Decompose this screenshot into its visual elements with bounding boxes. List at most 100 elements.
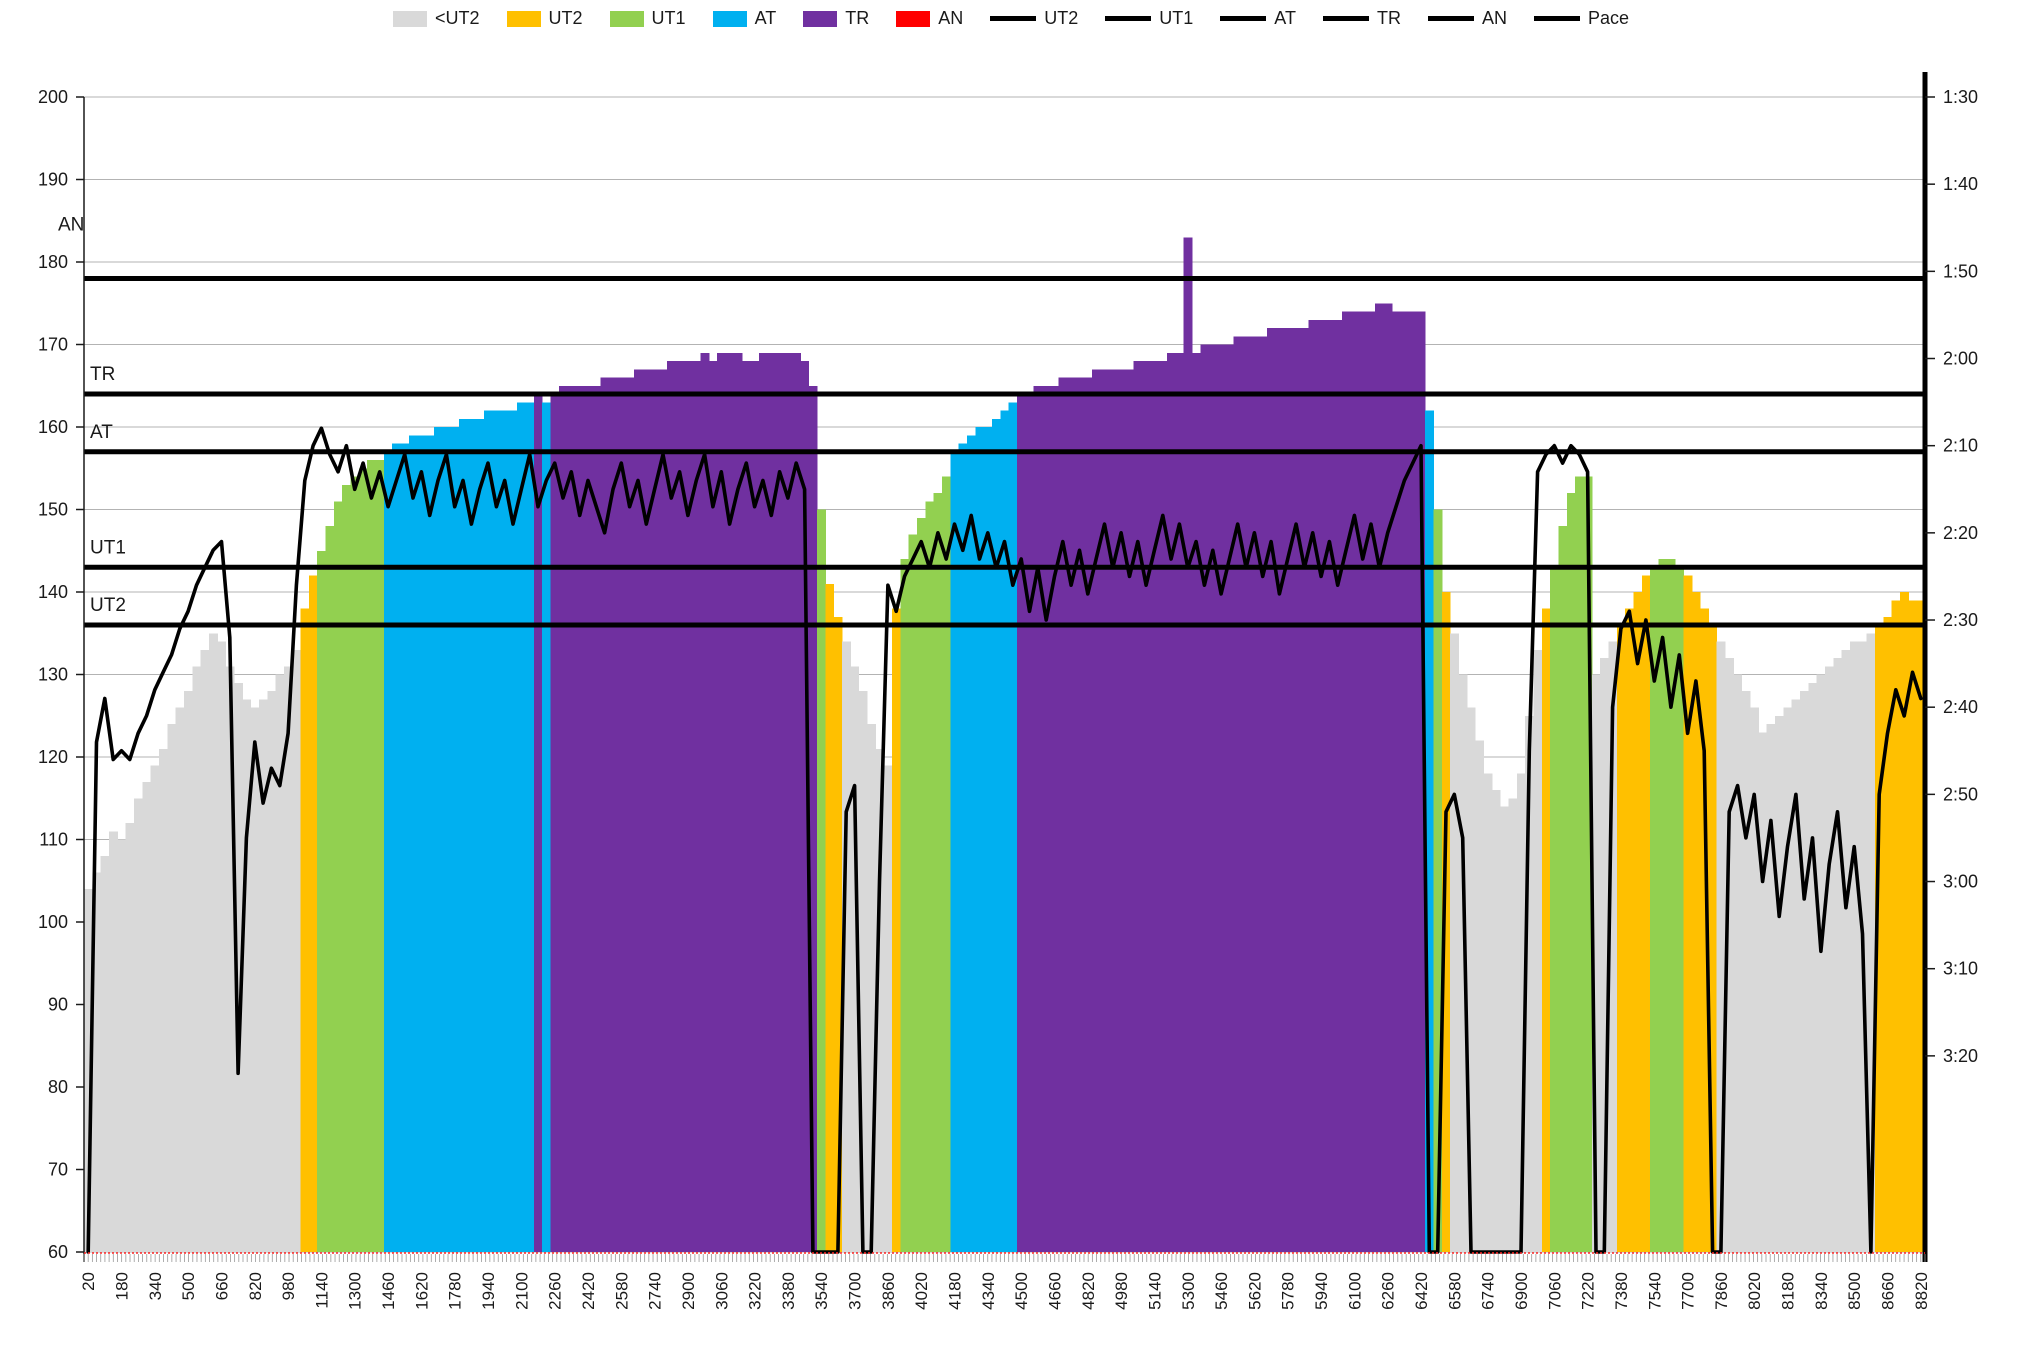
- x-axis-tick-label: 4660: [1046, 1272, 1065, 1310]
- x-axis-tick-label: 1620: [412, 1272, 431, 1310]
- x-axis-tick-label: 1780: [446, 1272, 465, 1310]
- x-axis-tick-label: 500: [179, 1272, 198, 1300]
- x-axis-tick-label: 6260: [1379, 1272, 1398, 1310]
- x-axis-tick-label: 6420: [1412, 1272, 1431, 1310]
- x-axis-tick-label: 7060: [1545, 1272, 1564, 1310]
- y-axis-right: 1:30 1:40 1:50 2:00 2:10 2:20 2:30 2:40 2:50 3:00…: [1922, 72, 1978, 1262]
- legend-label: UT1: [1159, 8, 1194, 28]
- left-axis-tick-label: 160: [38, 417, 68, 437]
- legend-line-pace-icon: [1533, 16, 1580, 21]
- legend-label: <UT2: [435, 8, 480, 28]
- left-axis-tick-label: 60: [48, 1242, 68, 1262]
- zone-line-label-tr: TR: [90, 364, 115, 385]
- x-axis-tick-label: 5940: [1312, 1272, 1331, 1310]
- x-axis-tick-label: 6900: [1512, 1272, 1531, 1310]
- zone-line-label-at: AT: [90, 422, 113, 443]
- legend-line-at-icon: [1220, 16, 1267, 21]
- legend-item-tr-area: TR: [803, 8, 869, 29]
- x-axis-tick-label: 7540: [1645, 1272, 1664, 1310]
- right-axis-tick-label: 2:00: [1943, 349, 1978, 369]
- x-axis-tick-label: 1300: [346, 1272, 365, 1310]
- right-axis-tick-label: 3:10: [1943, 959, 1978, 979]
- x-axis-tick-label: 2100: [512, 1272, 531, 1310]
- x-axis-tick-label: 660: [213, 1272, 232, 1300]
- legend-swatch-ut2-icon: [506, 10, 541, 27]
- legend-label: TR: [845, 8, 870, 28]
- y-axis-left: 200 190 180 170 160 150 140 130 120 110 100 90 80 70 6…: [38, 87, 85, 1262]
- x-axis-tick-label: 820: [246, 1272, 265, 1300]
- legend-swatch-below-ut2-icon: [393, 10, 427, 27]
- x-axis-tick-label: 6740: [1479, 1272, 1498, 1310]
- zone-threshold-lines: AN TR AT UT1 UT2: [58, 215, 1925, 628]
- legend-line-tr-icon: [1322, 16, 1369, 21]
- left-axis-tick-label: 110: [39, 830, 68, 850]
- right-axis-tick-label: 2:50: [1943, 784, 1978, 804]
- legend-line-an-icon: [1427, 16, 1474, 21]
- legend-item-ut1-area: UT1: [609, 8, 686, 29]
- zone-line-label-ut2: UT2: [90, 595, 126, 616]
- right-axis-tick-label: 3:20: [1943, 1046, 1978, 1066]
- left-axis-tick-label: 150: [38, 500, 68, 520]
- legend-label: UT1: [651, 8, 686, 28]
- left-axis-tick-label: 100: [38, 912, 68, 932]
- x-axis-tick-label: 4820: [1079, 1272, 1098, 1310]
- legend-swatch-an-icon: [896, 10, 931, 27]
- x-axis-tick-label: 340: [146, 1272, 165, 1300]
- x-axis-tick-label: 6100: [1345, 1272, 1364, 1310]
- x-axis-tick-label: 8820: [1912, 1272, 1931, 1310]
- x-axis-tick-label: 4180: [946, 1272, 965, 1310]
- x-axis-tick-label: 20: [79, 1272, 98, 1291]
- x-axis-tick-label: 3700: [846, 1272, 865, 1310]
- legend-swatch-ut1-icon: [609, 10, 644, 27]
- left-axis-tick-label: 130: [38, 665, 68, 685]
- legend-item-ut1-line: UT1: [1105, 8, 1193, 29]
- x-axis-tick-label: 1460: [379, 1272, 398, 1310]
- x-axis-tick-label: 8020: [1745, 1272, 1764, 1310]
- x-axis-tick-label: 2580: [612, 1272, 631, 1310]
- x-axis-tick-label: 3860: [879, 1272, 898, 1310]
- x-axis-tick-label: 5620: [1245, 1272, 1264, 1310]
- x-axis-tick-label: 1140: [312, 1272, 331, 1309]
- x-axis-tick-label: 2420: [579, 1272, 598, 1310]
- left-axis-tick-label: 190: [38, 170, 68, 190]
- legend-item-at-area: AT: [712, 8, 777, 29]
- x-axis-tick-label: 4340: [979, 1272, 998, 1310]
- legend-item-below-ut2: <UT2: [393, 8, 480, 29]
- x-axis-tick-label: 6580: [1445, 1272, 1464, 1310]
- x-axis-tick-label: 5300: [1179, 1272, 1198, 1310]
- right-axis-tick-label: 1:30: [1943, 87, 1978, 107]
- right-axis-tick-label: 2:40: [1943, 697, 1978, 717]
- x-axis-tick-label: 3060: [712, 1272, 731, 1310]
- hr-zone-bars: [84, 237, 1926, 1252]
- legend-item-pace-line: Pace: [1533, 8, 1629, 29]
- left-axis-tick-label: 170: [38, 335, 68, 355]
- x-axis-tick-label: 4500: [1012, 1272, 1031, 1310]
- x-axis-tick-label: 3540: [812, 1272, 831, 1310]
- x-axis-tick-label: 2900: [679, 1272, 698, 1310]
- legend-swatch-at-icon: [712, 10, 747, 27]
- legend-item-ut2-line: UT2: [990, 8, 1078, 29]
- x-axis-tick-label: 7700: [1679, 1272, 1698, 1310]
- x-axis: 20 180 340 500 660 820 980 1140 1300 1460 1620 1780…: [79, 1252, 1931, 1310]
- legend-item-at-line: AT: [1220, 8, 1296, 29]
- x-axis-tick-label: 180: [113, 1272, 132, 1300]
- legend-label: TR: [1376, 8, 1401, 28]
- left-axis-tick-label: 90: [48, 995, 68, 1015]
- x-axis-tick-label: 7860: [1712, 1272, 1731, 1310]
- x-axis-tick-label: 5780: [1279, 1272, 1298, 1310]
- legend-item-an-line: AN: [1427, 8, 1507, 29]
- pace-line: [86, 426, 1923, 1254]
- left-axis-tick-label: 80: [48, 1077, 68, 1097]
- x-axis-tick-label: 2740: [646, 1272, 665, 1310]
- legend-item-ut2-area: UT2: [506, 8, 583, 29]
- legend-line-ut1-icon: [1105, 16, 1152, 21]
- x-axis-tick-label: 980: [279, 1272, 298, 1300]
- x-axis-tick-label: 7220: [1579, 1272, 1598, 1310]
- legend-label: Pace: [1587, 8, 1629, 28]
- legend-item-an-area: AN: [896, 8, 963, 29]
- right-axis-tick-label: 2:30: [1943, 610, 1978, 630]
- x-axis-tick-label: 3220: [746, 1272, 765, 1310]
- legend-label: AT: [754, 8, 777, 28]
- legend: <UT2 UT2 UT1 AT TR AN UT2 UT1 AT TR AN: [0, 8, 2022, 29]
